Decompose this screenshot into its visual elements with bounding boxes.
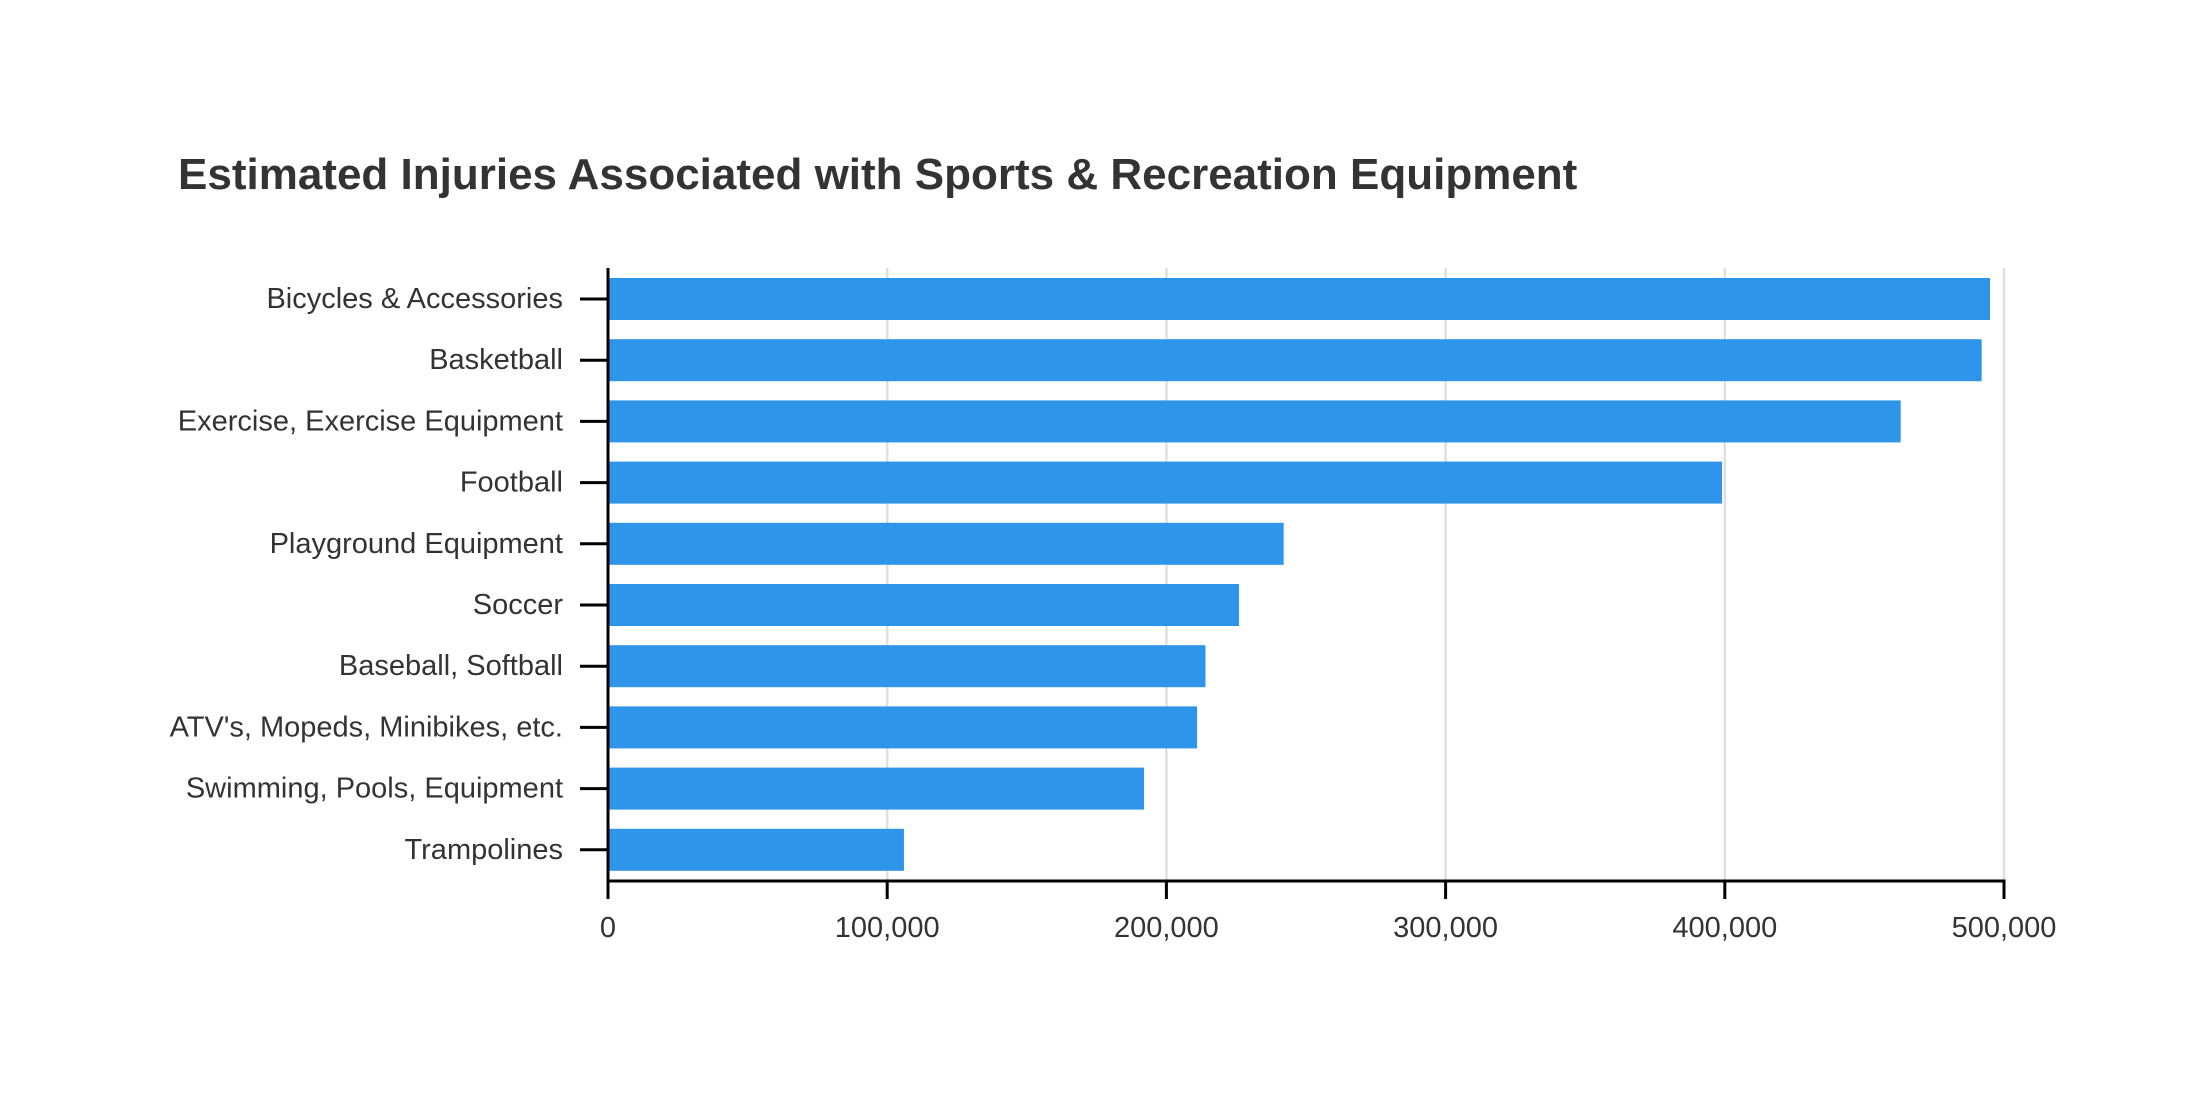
- bar: [608, 645, 1206, 688]
- x-tick-label: 100,000: [835, 912, 940, 944]
- x-tick-label: 400,000: [1672, 912, 1777, 944]
- x-tick-label: 0: [600, 912, 616, 944]
- y-tick-label: Football: [460, 467, 563, 499]
- y-tick-label: Swimming, Pools, Equipment: [186, 773, 563, 805]
- y-tick-label: ATV's, Mopeds, Minibikes, etc.: [170, 711, 563, 743]
- bar: [608, 461, 1723, 504]
- y-tick-label: Playground Equipment: [270, 528, 563, 560]
- x-tick-label: 200,000: [1114, 912, 1219, 944]
- bar: [608, 339, 1982, 382]
- bar: [608, 278, 1991, 320]
- bar: [608, 584, 1239, 626]
- chart-title: Estimated Injuries Associated with Sport…: [178, 150, 1578, 199]
- y-tick-label: Trampolines: [405, 834, 563, 866]
- bar: [608, 767, 1145, 810]
- x-tick-label: 500,000: [1952, 912, 2057, 944]
- y-tick-label: Baseball, Softball: [339, 650, 563, 682]
- bar: [608, 706, 1198, 749]
- x-tick-label: 300,000: [1393, 912, 1498, 944]
- y-tick-label: Basketball: [429, 344, 563, 376]
- bar: [608, 522, 1284, 565]
- y-tick-label: Exercise, Exercise Equipment: [178, 405, 563, 437]
- bar: [608, 400, 1901, 443]
- bar: [608, 828, 904, 871]
- y-tick-label: Bicycles & Accessories: [266, 283, 563, 315]
- y-tick-label: Soccer: [473, 589, 564, 621]
